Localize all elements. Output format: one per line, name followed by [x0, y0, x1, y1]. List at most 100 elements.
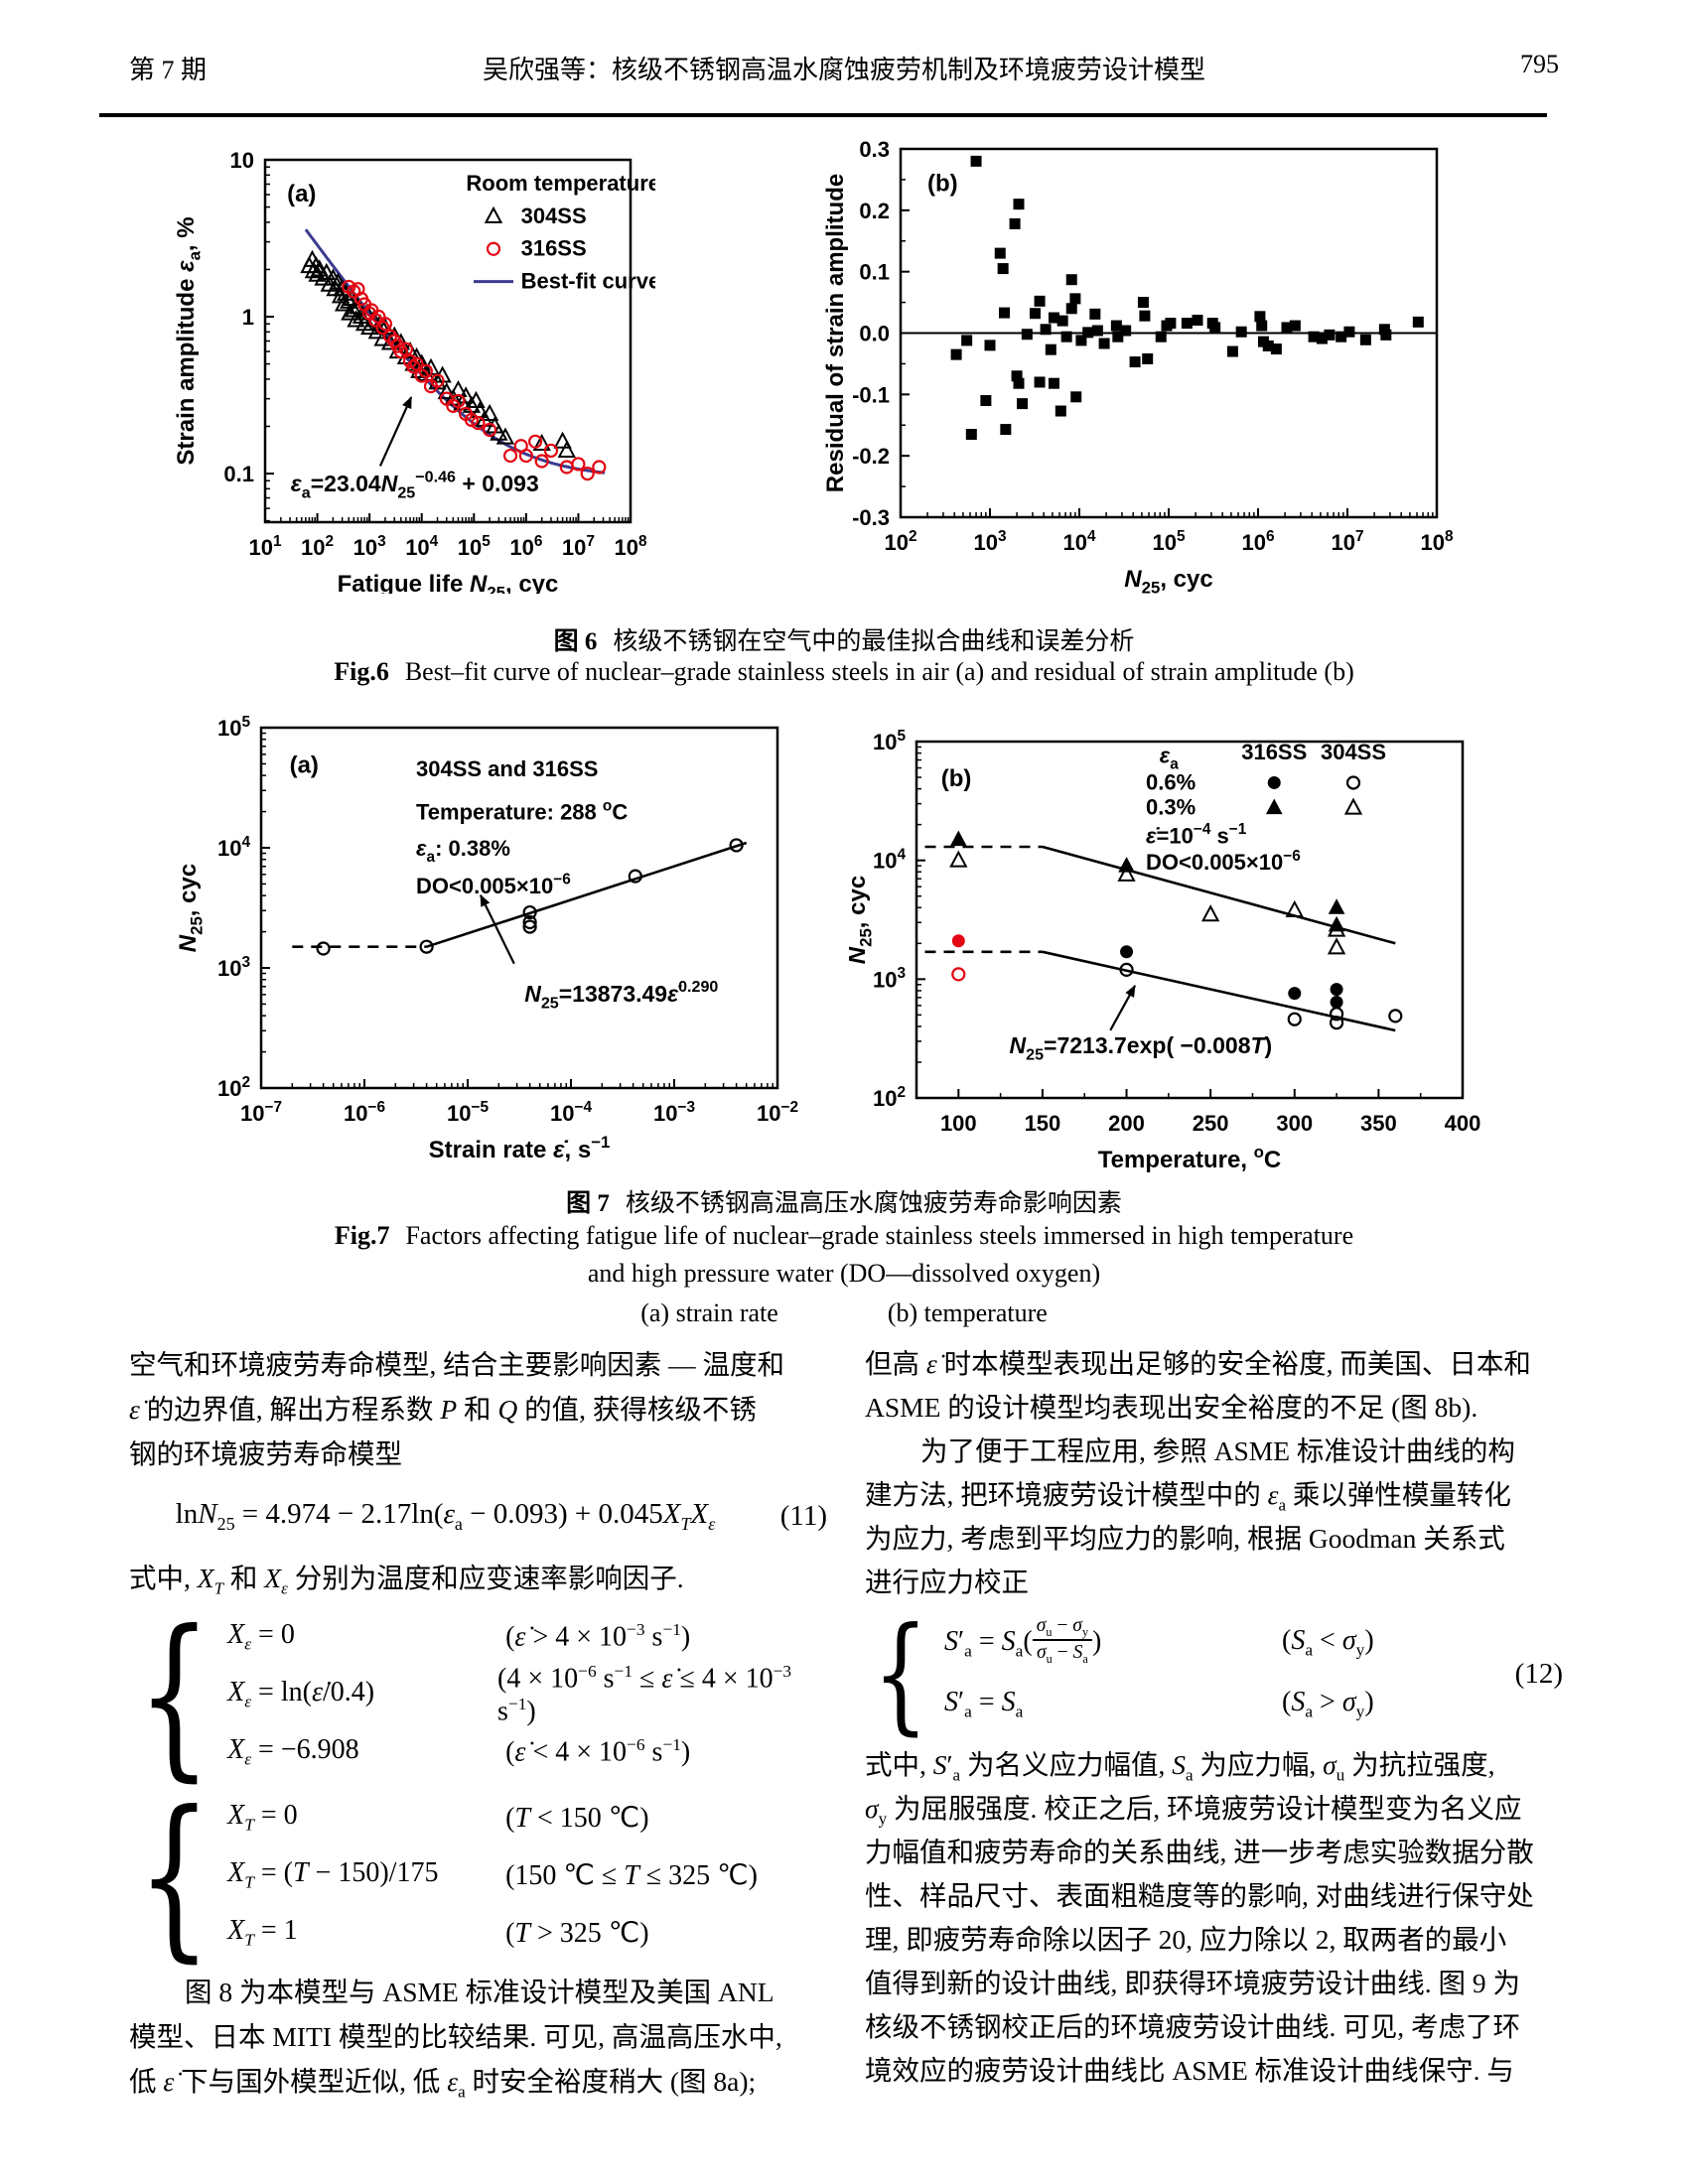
y-tick-label: 10 [230, 148, 254, 173]
data-point [1327, 937, 1346, 955]
annotation-arrow [1109, 985, 1136, 1031]
case-lhs: Xε = ln(ε̇/0.4) [227, 1677, 375, 1711]
fig7-caption-zh-text: 核级不锈钢高温高压水腐蚀疲劳寿命影响因素 [625, 1190, 1122, 1217]
axes: 100 150 200 250 300 350 400 102 103 104 105 [873, 728, 1480, 1136]
data-point [1209, 322, 1221, 334]
data-point [307, 255, 326, 274]
data-point [1089, 308, 1101, 320]
legend-label: 316SS [521, 236, 587, 261]
data-point [1270, 343, 1282, 355]
case-lhs: Xε = 0 [227, 1619, 295, 1654]
x-tick-label: 250 [1193, 1111, 1229, 1136]
series-304ss-and-316ss [316, 838, 744, 956]
body-line: ε̇ 的边界值, 解出方程系数 P 和 Q 的值, 获得核级不锈 [129, 1394, 757, 1425]
case-condition: (Sa > σy) [1282, 1687, 1374, 1721]
left-brace: { [873, 1598, 928, 1747]
annotation-arrow [480, 893, 515, 965]
data-point [367, 322, 386, 340]
right-column: 但高 ε̇ 时本模型表现出足够的安全裕度, 而美国、日本和 ASME 的设计模型… [865, 1342, 1563, 2104]
data-point [1139, 310, 1151, 322]
data-point [553, 431, 572, 449]
y-tick-label: -0.3 [852, 505, 890, 530]
legend-label: 0.3% [1146, 795, 1196, 820]
journal-issue: 第 7 期 [129, 56, 208, 84]
data-point [480, 403, 499, 421]
data-point [532, 433, 551, 451]
data-point [999, 307, 1011, 319]
data-point [1329, 1007, 1344, 1022]
data-point [406, 359, 421, 374]
data-point [437, 381, 456, 400]
data-point [1412, 316, 1424, 328]
fig6b-residual-chart: 102 103 104 105 106 107 108 -0.3 -0.2 -0.1 0.0 0.1 0… [822, 137, 1454, 594]
data-point [970, 155, 982, 167]
data-point [1265, 798, 1283, 815]
series-residuals [950, 155, 1424, 441]
panel-label: (a) [290, 751, 319, 778]
data-point [1343, 797, 1363, 815]
data-point [1380, 329, 1392, 341]
data-point [1119, 962, 1134, 977]
body-line: 空气和环境疲劳寿命模型, 结合主要影响因素 — 温度和 [129, 1349, 784, 1380]
data-point [534, 454, 549, 469]
data-point [628, 869, 642, 884]
data-point [317, 262, 336, 280]
data-point [571, 457, 586, 472]
annotation: N25=13873.49ε̇0.290 [524, 978, 718, 1012]
data-point [997, 263, 1009, 275]
data-point [1045, 343, 1056, 355]
data-point [1343, 326, 1355, 338]
data-point [495, 427, 515, 445]
fig6-label-zh: 图 6 [553, 628, 598, 655]
data-point [1117, 864, 1136, 882]
running-title: 吴欣强等：核级不锈钢高温水腐蚀疲劳机制及环境疲劳设计模型 [482, 56, 1205, 84]
x-axis-title: Temperature, oC [1098, 1143, 1282, 1172]
case-condition: (150 ℃ ≤ T ≤ 325 ℃) [505, 1860, 758, 1891]
data-point [994, 247, 1006, 259]
data-point [418, 363, 433, 378]
body-line: 值得到新的设计曲线, 即获得环境疲劳设计曲线. 图 9 为 [865, 1968, 1520, 1998]
data-point [1192, 315, 1203, 327]
case-lhs: XT = 0 [227, 1800, 298, 1835]
data-point [1378, 324, 1390, 336]
axes: 101 102 103 104 105 106 107 108 0.1 1 10 [223, 148, 647, 560]
fig7-caption-en-line1: Fig.7 Factors affecting fatigue life of n… [0, 1221, 1688, 1251]
fig6-caption-zh: 图 6 核级不锈钢在空气中的最佳拟合曲线和误差分析 [0, 621, 1688, 657]
data-point [1235, 326, 1247, 338]
x-tick-label: 107 [562, 533, 595, 560]
data-point [373, 329, 392, 346]
series-304ss-0-6-red [951, 967, 966, 982]
x-tick-label: 107 [1331, 528, 1363, 555]
x-tick-label: 106 [1241, 528, 1274, 555]
data-point [984, 340, 996, 351]
series-316ss-0-6-red [951, 934, 965, 948]
data-point [1254, 311, 1266, 323]
case-row: XT = 0 (T < 150 ℃) [227, 1789, 827, 1846]
case-condition: (ε̇ > 4 × 10−3 s−1) [505, 1620, 691, 1653]
data-point [1137, 297, 1149, 309]
data-point [467, 390, 486, 408]
body-line: 式中, S′a 为名义应力幅值, Sa 为应力幅, σu 为抗拉强度, [865, 1749, 1495, 1785]
data-point [398, 341, 413, 356]
fig6a-best-fit-chart: 101 102 103 104 105 106 107 108 0.1 1 10 Room tempe… [173, 148, 655, 594]
data-point [1142, 352, 1154, 364]
equation-cases-temperature: { XT = 0 (T < 150 ℃) XT = (T − 150)/175 (1… [137, 1788, 827, 1964]
body-line: 核级不锈钢校正后的环境疲劳设计曲线. 可见, 考虑了环 [865, 2011, 1520, 2042]
fig7-label-zh: 图 7 [566, 1190, 610, 1217]
body-line: 式中, XT 和 Xε 分别为温度和应变速率影响因子. [129, 1563, 684, 1598]
series-304ss-0-3- [949, 850, 1346, 955]
body-line: 力幅值和疲劳寿命的关系曲线, 进一步考虑实验数据分散 [865, 1837, 1534, 1867]
legend-label: 0.6% [1146, 769, 1196, 794]
case-rows: Xε = 0 (ε̇ > 4 × 10−3 s−1) Xε = ln(ε̇/0.4… [227, 1608, 827, 1781]
data-point [486, 241, 501, 256]
panel-label: (a) [287, 181, 316, 207]
case-row: Xε = 0 (ε̇ > 4 × 10−3 s−1) [227, 1608, 827, 1666]
case-condition: (T < 150 ℃) [505, 1803, 649, 1834]
data-point [1330, 983, 1343, 997]
x-tick-label: 103 [973, 528, 1006, 555]
data-point [1165, 318, 1177, 330]
data-point [1330, 996, 1343, 1010]
x-tick-label: 10−7 [240, 1099, 282, 1126]
series-316ss [342, 279, 607, 481]
data-point [1048, 377, 1059, 389]
